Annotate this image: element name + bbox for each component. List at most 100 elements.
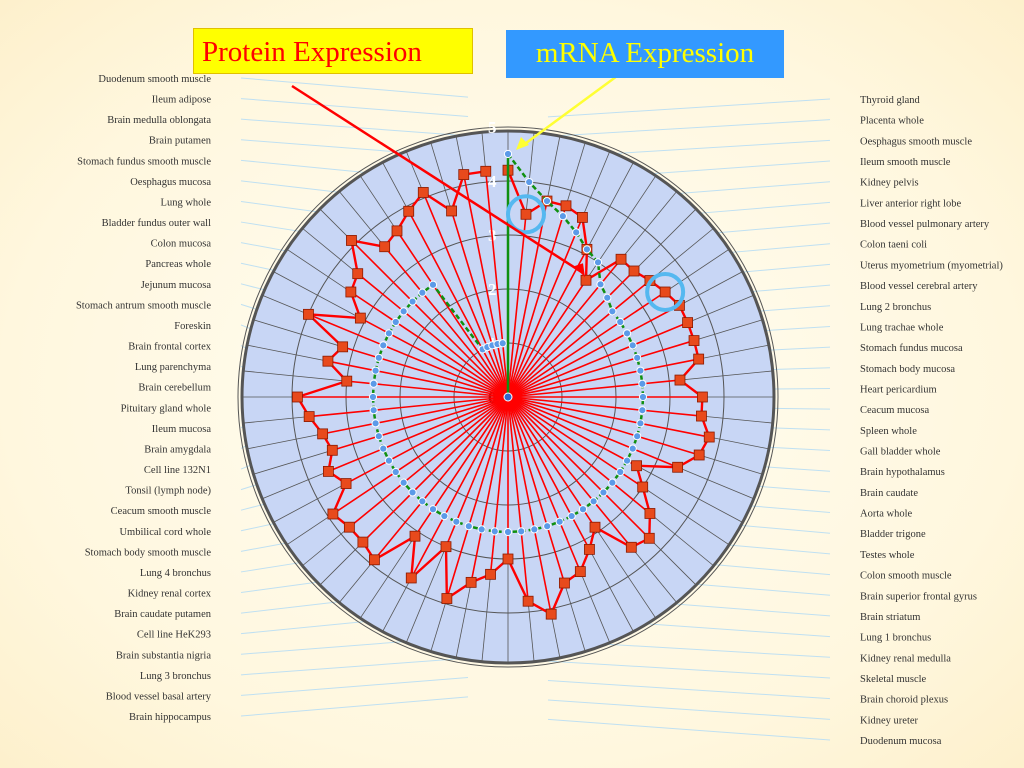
mrna-point [582, 245, 592, 254]
protein-spoke [507, 358, 699, 398]
protein-spoke [507, 291, 666, 398]
tissue-label: Aorta whole [860, 509, 913, 520]
mrna-point [464, 522, 473, 531]
protein-point [628, 265, 640, 277]
mrna-point [622, 329, 632, 338]
protein-spoke [507, 217, 584, 398]
label-leader-line [738, 263, 831, 273]
protein-point [682, 317, 694, 329]
mrna-point [369, 379, 378, 388]
tissue-label: Cell line 132N1 [144, 465, 211, 476]
label-leader-line [772, 367, 831, 371]
protein-spoke [507, 396, 702, 417]
label-leader-line [240, 242, 292, 253]
mrna-point [572, 228, 581, 237]
protein-point [345, 286, 357, 298]
protein-point [357, 536, 369, 548]
label-leader-line [763, 466, 831, 472]
protein-legend-box: Protein Expression [193, 28, 473, 74]
mrna-point [589, 497, 598, 506]
center-point [503, 392, 513, 402]
protein-spoke [359, 317, 509, 398]
protein-spoke [348, 396, 509, 528]
mrna-arrow [521, 66, 629, 148]
protein-spoke [507, 396, 710, 438]
protein-spoke [462, 174, 509, 398]
legend-arrows [291, 66, 629, 278]
tissue-label: Foreskin [174, 321, 212, 332]
tissue-label: Brain putamen [149, 136, 212, 147]
tissue-label: Stomach antrum smooth muscle [76, 300, 211, 311]
protein-point [545, 608, 557, 620]
protein-spoke [507, 205, 567, 398]
tissue-label: Jejunum mucosa [141, 280, 212, 291]
mrna-point [399, 478, 408, 487]
mrna-point [558, 212, 567, 221]
label-leader-line [736, 524, 831, 534]
protein-spoke [507, 396, 582, 572]
protein-spoke [507, 279, 587, 398]
protein-point [576, 211, 588, 223]
tissue-label: Lung 4 bronchus [140, 568, 211, 579]
protein-spoke [507, 396, 650, 539]
tissue-label: Brain caudate [860, 488, 918, 499]
label-leader-line [240, 541, 292, 552]
protein-spoke [422, 192, 509, 398]
mrna-point [498, 339, 507, 348]
tissue-label: Stomach fundus smooth muscle [77, 156, 211, 167]
label-leader-line [747, 505, 831, 514]
mrna-point [399, 307, 408, 316]
protein-point [368, 554, 380, 566]
mrna-point [578, 505, 588, 514]
tissue-label: Kidney ureter [860, 715, 919, 726]
protein-point [303, 411, 315, 422]
protein-point [693, 449, 705, 461]
tissue-label: Brain amygdala [144, 444, 211, 455]
protein-arrow-head [574, 263, 586, 278]
label-leader-line [623, 621, 831, 638]
label-leader-line [240, 200, 328, 214]
protein-spoke [345, 396, 509, 485]
tissue-label: Ileum smooth muscle [860, 157, 951, 168]
protein-spoke [507, 270, 635, 398]
protein-spoke [507, 200, 548, 398]
tissue-label: Lung 3 bronchus [140, 671, 211, 682]
tissue-label: Colon smooth muscle [860, 571, 952, 582]
label-leader-line [685, 582, 831, 596]
protein-spoke [507, 396, 529, 602]
label-leader-line [689, 201, 831, 215]
tissue-label: Uterus myometrium (myometrial) [860, 260, 1003, 271]
highlight-circle [505, 194, 546, 235]
label-leader-line [547, 718, 831, 741]
protein-spoke [332, 396, 509, 452]
mrna-point [616, 467, 625, 477]
mrna-point [374, 432, 383, 441]
protein-spoke [489, 396, 509, 575]
mrna-point [567, 511, 576, 521]
tissue-label: Pancreas whole [145, 259, 211, 270]
tissue-label: Oesphagus mucosa [130, 177, 211, 188]
tissue-label: Stomach body smooth muscle [85, 547, 212, 558]
mrna-point [379, 444, 388, 453]
protein-spoke [507, 248, 588, 398]
tissue-label: Stomach fundus mucosa [860, 343, 963, 354]
mrna-point [452, 517, 461, 526]
tissue-label: Ileum adipose [152, 95, 212, 106]
protein-arrow [291, 84, 583, 274]
label-leader-line [240, 221, 308, 234]
label-leader-line [664, 181, 831, 196]
mrna-point [603, 293, 612, 302]
mrna-point [593, 258, 603, 267]
tissue-label: Pituitary gland whole [121, 403, 212, 414]
mrna-point [543, 522, 552, 531]
protein-spoke [408, 210, 509, 398]
label-leader-line [771, 427, 831, 431]
label-leader-line [240, 180, 353, 195]
tissue-label: Blood vessel pulmonary artery [860, 219, 990, 230]
protein-spoke [322, 396, 509, 435]
protein-point [631, 460, 642, 472]
mrna-point [638, 392, 648, 402]
tissue-label: Thyroid gland [860, 95, 921, 106]
protein-point [522, 595, 534, 607]
